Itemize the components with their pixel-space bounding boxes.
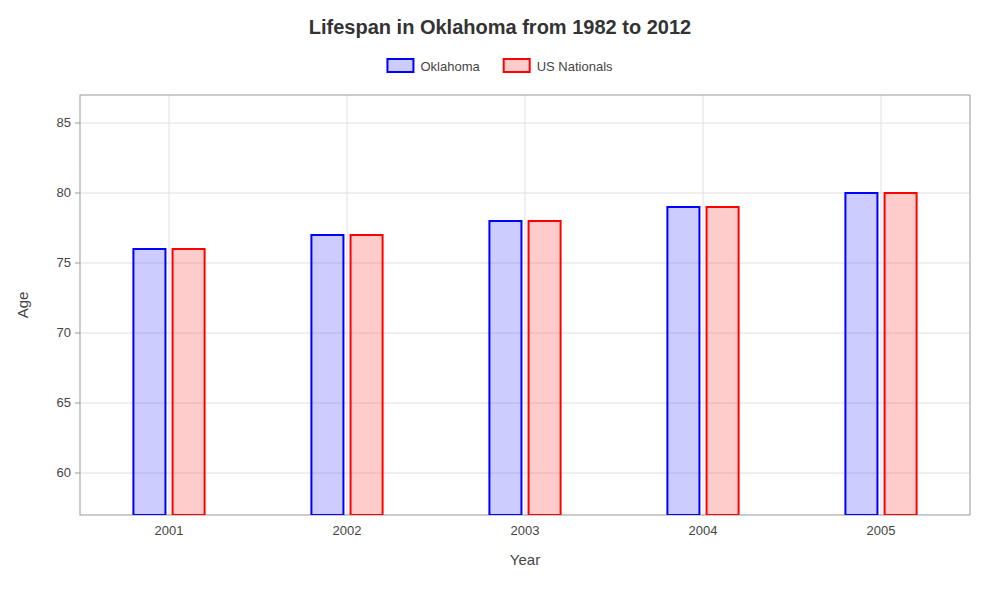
x-tick-label: 2004 bbox=[689, 523, 718, 538]
y-tick-label: 85 bbox=[57, 115, 71, 130]
y-tick bbox=[75, 333, 80, 334]
legend-swatch bbox=[387, 59, 413, 72]
bar bbox=[351, 235, 383, 515]
legend-label: Oklahoma bbox=[420, 59, 480, 74]
bar bbox=[529, 221, 561, 515]
bar bbox=[173, 249, 205, 515]
y-tick bbox=[75, 473, 80, 474]
legend-swatch bbox=[504, 59, 530, 72]
x-tick-label: 2001 bbox=[155, 523, 184, 538]
legend-item: Oklahoma bbox=[387, 59, 480, 74]
y-tick bbox=[75, 263, 80, 264]
y-tick bbox=[75, 403, 80, 404]
bar bbox=[133, 249, 165, 515]
grid bbox=[80, 95, 970, 515]
y-axis-label: Age bbox=[14, 292, 31, 319]
y-tick-label: 75 bbox=[57, 255, 71, 270]
bar bbox=[707, 207, 739, 515]
legend-item: US Nationals bbox=[504, 59, 613, 74]
chart: Lifespan in Oklahoma from 1982 to 2012 60… bbox=[0, 0, 1000, 600]
x-tick-label: 2002 bbox=[333, 523, 362, 538]
y-tick-label: 80 bbox=[57, 185, 71, 200]
plot-frame bbox=[80, 95, 970, 515]
y-tick-label: 60 bbox=[57, 465, 71, 480]
legend-label: US Nationals bbox=[537, 59, 613, 74]
x-tick-label: 2003 bbox=[511, 523, 540, 538]
x-axis-label: Year bbox=[510, 551, 540, 568]
y-tick-label: 70 bbox=[57, 325, 71, 340]
bar bbox=[885, 193, 917, 515]
x-ticks: 2001 2002 2003 2004 2005 bbox=[155, 523, 896, 538]
x-tick-label: 2005 bbox=[867, 523, 896, 538]
y-ticks: 60 65 70 75 80 85 bbox=[57, 115, 80, 480]
grid-line-x bbox=[347, 95, 348, 515]
title: Lifespan in Oklahoma from 1982 to 2012 bbox=[309, 16, 691, 38]
y-tick bbox=[75, 123, 80, 124]
grid-line-x bbox=[169, 95, 170, 515]
y-tick-label: 65 bbox=[57, 395, 71, 410]
bar bbox=[489, 221, 521, 515]
grid-line-x bbox=[881, 95, 882, 515]
grid-line-x bbox=[703, 95, 704, 515]
bar bbox=[667, 207, 699, 515]
y-tick bbox=[75, 193, 80, 194]
grid-line-x bbox=[525, 95, 526, 515]
legend: Oklahoma US Nationals bbox=[387, 59, 613, 74]
bar bbox=[845, 193, 877, 515]
bars bbox=[133, 193, 916, 515]
bar bbox=[311, 235, 343, 515]
